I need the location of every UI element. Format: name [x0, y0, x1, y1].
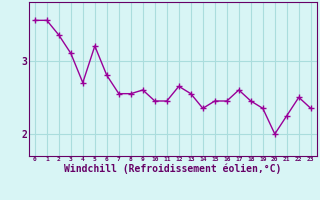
X-axis label: Windchill (Refroidissement éolien,°C): Windchill (Refroidissement éolien,°C) [64, 164, 282, 174]
